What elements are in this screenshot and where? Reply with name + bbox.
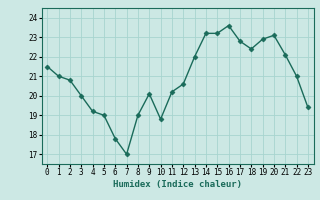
X-axis label: Humidex (Indice chaleur): Humidex (Indice chaleur): [113, 180, 242, 189]
